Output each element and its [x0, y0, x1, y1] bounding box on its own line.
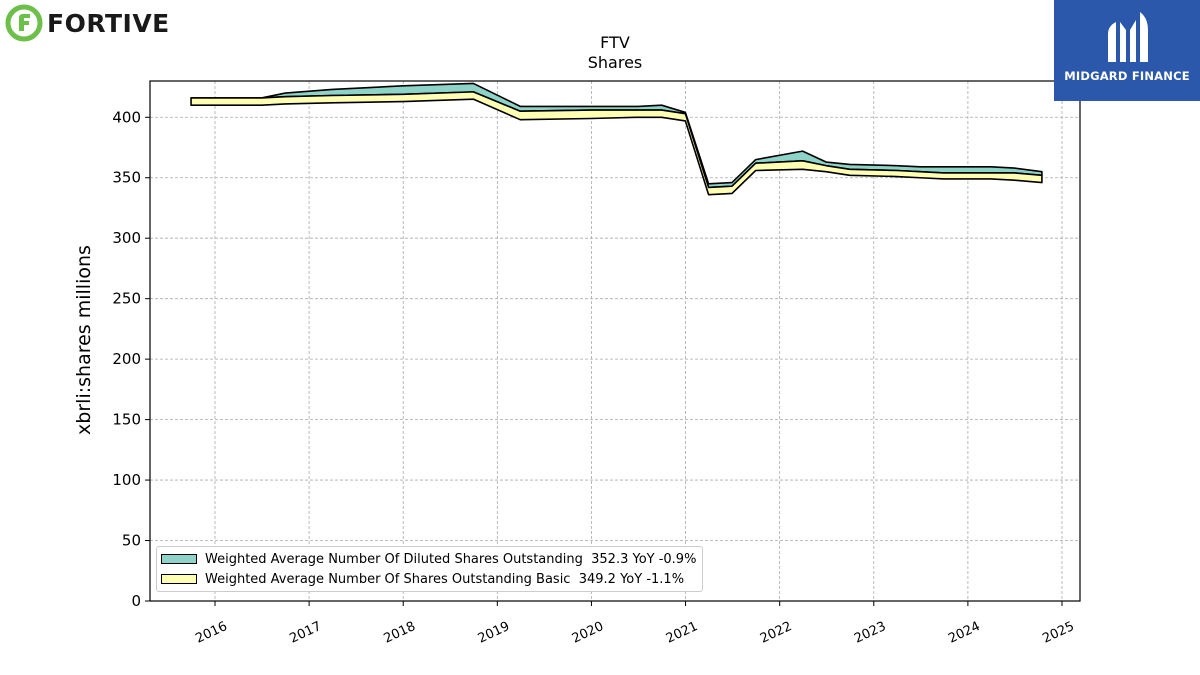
- legend-swatch-basic: [161, 574, 197, 584]
- x-tick-label: 2021: [664, 619, 700, 647]
- fortive-logo: FORTIVE: [5, 4, 190, 42]
- y-tick-label: 250: [112, 290, 141, 308]
- legend-value-diluted: 352.3 YoY -0.9%: [591, 551, 697, 567]
- fortive-logo-icon: [5, 4, 43, 42]
- y-tick-label: 200: [112, 350, 141, 368]
- x-tick-label: 2025: [1040, 619, 1076, 647]
- x-tick-label: 2024: [946, 619, 982, 647]
- x-tick-label: 2018: [382, 619, 418, 647]
- y-tick-label: 100: [112, 471, 141, 489]
- y-tick-label: 350: [112, 169, 141, 187]
- y-tick-label: 0: [131, 592, 141, 610]
- area-basic-shares: [190, 91, 1043, 196]
- x-tick-label: 2016: [193, 619, 229, 647]
- legend-swatch-diluted: [161, 554, 197, 564]
- midgard-finance-logo: MIDGARD FINANCE: [1054, 0, 1200, 101]
- legend-value-basic: 349.2 YoY -1.1%: [578, 571, 685, 587]
- legend-item-basic: Weighted Average Number Of Shares Outsta…: [161, 569, 696, 589]
- grid-lines: [150, 81, 1080, 602]
- x-tick-label: 2019: [476, 619, 512, 647]
- y-tick-label: 400: [112, 108, 141, 126]
- plot-frame: [149, 80, 1081, 602]
- y-tick-label: 150: [112, 411, 141, 429]
- legend-label-basic: Weighted Average Number Of Shares Outsta…: [205, 571, 571, 587]
- x-tick-label: 2022: [758, 619, 794, 647]
- chart-title: FTV: [600, 33, 630, 52]
- y-axis-label: xbrli:shares millions: [73, 245, 95, 435]
- area-series: [190, 82, 1043, 196]
- x-tick-label: 2020: [570, 619, 606, 647]
- legend-label-diluted: Weighted Average Number Of Diluted Share…: [205, 551, 583, 567]
- y-tick-label: 300: [112, 229, 141, 247]
- publisher-name: MIDGARD FINANCE: [1064, 69, 1190, 83]
- chart-subtitle: Shares: [588, 53, 643, 72]
- midgard-logo-icon: [1108, 12, 1148, 62]
- x-tick-label: 2023: [852, 619, 888, 647]
- chart-legend: Weighted Average Number Of Diluted Share…: [156, 546, 704, 592]
- company-name: FORTIVE: [47, 9, 170, 38]
- legend-item-diluted: Weighted Average Number Of Diluted Share…: [161, 549, 696, 569]
- y-tick-label: 50: [122, 532, 141, 550]
- x-tick-label: 2017: [287, 619, 323, 647]
